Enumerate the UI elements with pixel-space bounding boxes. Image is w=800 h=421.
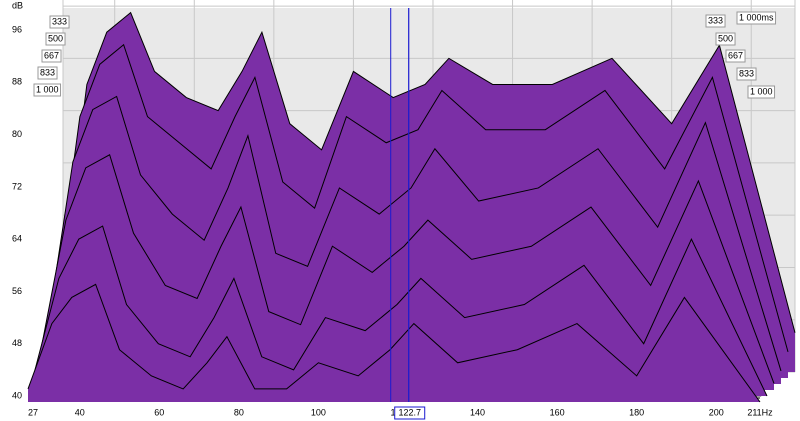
y-tick-label: 72: [12, 181, 22, 191]
time-label-box: [41, 49, 62, 63]
y-axis-label: dB: [12, 0, 23, 10]
slice-line: [48, 95, 782, 372]
x-tick-label: 180: [629, 407, 644, 417]
time-label: 500: [48, 33, 63, 43]
slice-fill: [28, 284, 760, 402]
x-tick-label: 27: [28, 407, 38, 417]
slice-line: [41, 154, 775, 384]
time-label-box: [45, 32, 66, 46]
time-label: 333: [708, 15, 723, 25]
y-tick-label: 80: [12, 129, 22, 139]
time-label: 667: [44, 50, 59, 60]
overlay: 4048566472808896274060801001201401601802…: [12, 8, 777, 420]
y-tick-label: 64: [12, 234, 22, 244]
time-label: 333: [52, 16, 67, 26]
slice-line: [62, 11, 796, 333]
time-label: 1 000: [750, 86, 773, 96]
slices: [27, 11, 796, 403]
time-label-box: [37, 66, 58, 80]
y-tick-label: 96: [12, 24, 22, 34]
time-label: 833: [40, 67, 55, 77]
time-label: 833: [739, 68, 754, 78]
time-label-box: [736, 11, 777, 25]
time-label-box: [736, 67, 757, 81]
x-tick-label: 80: [234, 407, 244, 417]
time-label-box: [725, 49, 746, 63]
time-label: 1 000ms: [739, 12, 774, 22]
time-label-box: [33, 83, 62, 97]
x-tick-label: 100: [311, 407, 326, 417]
x-tick-label: 60: [154, 407, 164, 417]
time-label-box: [705, 14, 726, 28]
y-tick-label: 88: [12, 77, 22, 87]
slice-line: [55, 43, 789, 352]
x-tick-label: 211Hz: [747, 407, 773, 417]
slice-line: [34, 225, 768, 397]
time-label: 667: [728, 50, 743, 60]
time-label: 500: [718, 33, 733, 43]
x-tick-label: 40: [75, 407, 85, 417]
x-tick-label: 160: [550, 407, 565, 417]
time-label-box: [715, 32, 736, 46]
slice-line: [27, 283, 761, 403]
x-tick-label: 200: [709, 407, 724, 417]
y-tick-label: 56: [12, 286, 22, 296]
time-label-box: [747, 85, 776, 99]
cursor-box: [394, 406, 426, 420]
y-tick-label: 40: [12, 390, 22, 400]
y-tick-label: 48: [12, 338, 22, 348]
time-label: 1 000: [36, 84, 59, 94]
x-tick-label: 140: [470, 407, 485, 417]
cursor-label: 122.7: [398, 407, 421, 417]
time-label-box: [49, 15, 70, 29]
